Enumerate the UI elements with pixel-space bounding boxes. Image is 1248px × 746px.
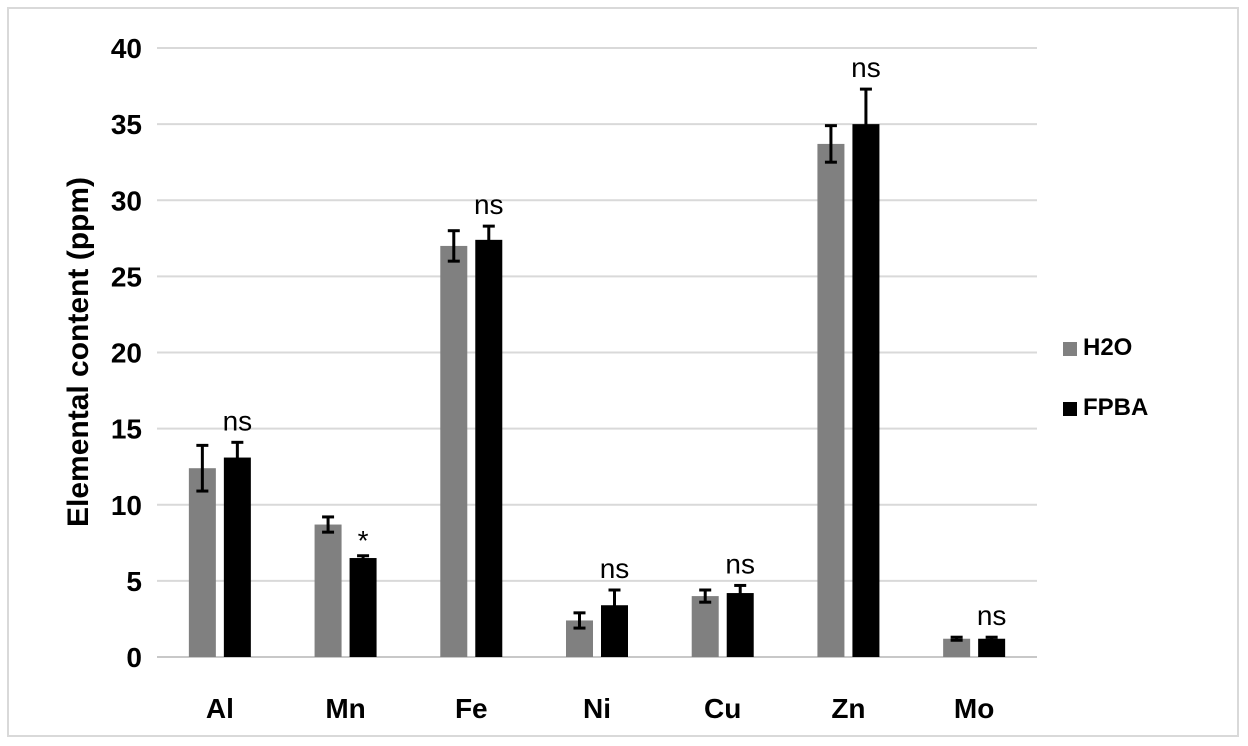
significance-label-cu: ns (725, 548, 755, 579)
y-tick-label: 25 (111, 261, 142, 292)
error-bar-h2o-fe (447, 229, 460, 263)
y-tick-label: 20 (111, 338, 142, 369)
bar-fpba-al (223, 457, 251, 657)
x-tick-label-fe: Fe (455, 693, 488, 724)
bar-h2o-mo (943, 638, 971, 657)
bars (188, 124, 1006, 658)
error-bar-fpba-mo (985, 635, 998, 642)
x-tick-label-mn: Mn (325, 693, 365, 724)
bar-fpba-mo (978, 638, 1006, 657)
y-tick-label: 15 (111, 414, 142, 445)
x-tick-label-mo: Mo (954, 693, 994, 724)
error-bar-fpba-cu (734, 583, 747, 603)
bar-h2o-mn (314, 524, 342, 657)
bar-fpba-fe (475, 239, 503, 657)
x-tick-label-zn: Zn (831, 693, 865, 724)
error-bar-h2o-ni (573, 611, 586, 630)
x-tick-label-ni: Ni (583, 693, 611, 724)
y-axis-label: Elemental content (ppm) (62, 177, 95, 527)
error-bar-h2o-cu (699, 588, 712, 604)
significance-label-mo: ns (977, 600, 1007, 631)
legend-label: H2O (1083, 334, 1132, 361)
error-bar-fpba-ni (608, 588, 621, 622)
significance-label-fe: ns (474, 189, 504, 220)
error-bar-fpba-zn (859, 87, 872, 161)
bar-fpba-cu (726, 593, 754, 657)
significance-labels: ns * ns ns ns ns ns (223, 52, 1007, 631)
legend-entry-h2o: H2O (1063, 334, 1132, 361)
bar-fpba-zn (852, 124, 880, 657)
y-tick-label: 30 (111, 185, 142, 216)
legend: H2O FPBA (1063, 334, 1148, 421)
y-tick-label: 10 (111, 490, 142, 521)
legend-swatch (1063, 342, 1077, 356)
significance-label-mn: * (358, 525, 369, 556)
y-tick-label: 5 (126, 566, 142, 597)
bar-fpba-mn (349, 558, 377, 657)
bar-h2o-al (188, 468, 216, 657)
error-bar-fpba-mn (357, 554, 370, 562)
legend-swatch (1063, 402, 1077, 416)
significance-label-al: ns (223, 405, 253, 436)
error-bars (196, 87, 998, 642)
x-axis-ticks: Al Mn Fe Ni Cu Zn Mo (206, 693, 995, 724)
error-bar-h2o-mo (950, 635, 963, 642)
error-bar-h2o-mn (322, 515, 335, 534)
x-tick-label-al: Al (206, 693, 234, 724)
error-bar-fpba-al (231, 440, 244, 475)
y-tick-label: 35 (111, 109, 142, 140)
bar-h2o-fe (440, 245, 468, 658)
y-tick-label: 40 (111, 33, 142, 64)
error-bar-h2o-zn (824, 124, 837, 164)
gridlines (157, 47, 1037, 658)
x-tick-label-cu: Cu (704, 693, 741, 724)
significance-label-ni: ns (600, 553, 630, 584)
legend-entry-fpba: FPBA (1063, 394, 1148, 421)
bar-h2o-cu (691, 596, 719, 657)
error-bar-h2o-al (196, 443, 209, 493)
bar-h2o-zn (817, 143, 845, 658)
y-tick-label: 0 (126, 642, 142, 673)
significance-label-zn: ns (851, 52, 881, 83)
error-bar-fpba-fe (482, 224, 495, 256)
y-axis-ticks: 0 5 10 15 20 25 30 35 40 (111, 33, 142, 673)
legend-label: FPBA (1083, 394, 1148, 421)
